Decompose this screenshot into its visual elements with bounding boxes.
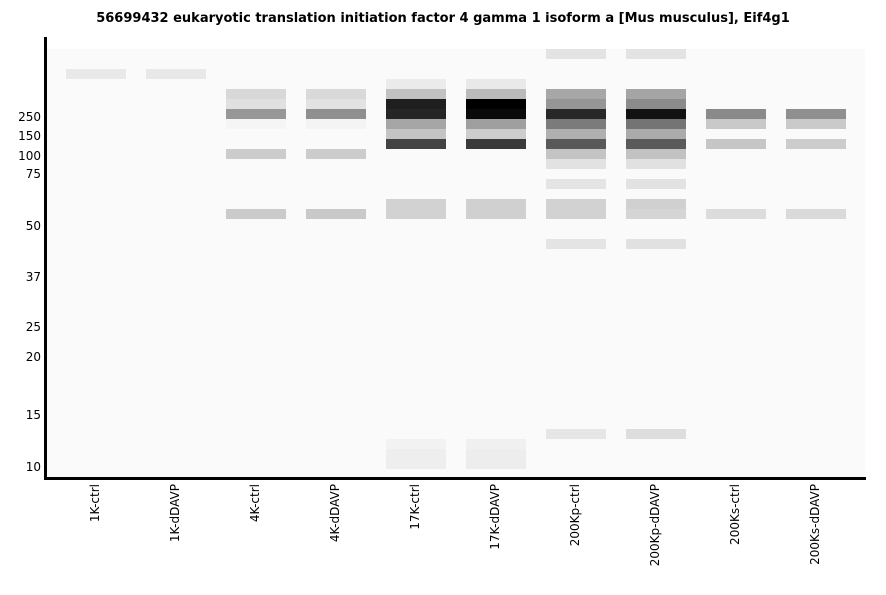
gel-band-200Ks-ctrl [706, 209, 766, 219]
x-lane-label-200Kp-ctrl: 200Kp-ctrl [568, 484, 582, 547]
x-lane-label-17K-ctrl: 17K-ctrl [408, 484, 422, 530]
gel-band-17K-ctrl [386, 449, 446, 469]
gel-band-200Ks-dDAVP [786, 209, 846, 219]
gel-band-200Ks-ctrl [706, 109, 766, 119]
gel-band-4K-dDAVP [306, 89, 366, 99]
gel-band-17K-ctrl [386, 109, 446, 119]
gel-band-200Ks-dDAVP [786, 119, 846, 129]
gel-band-200Ks-dDAVP [786, 109, 846, 119]
gel-band-200Kp-dDAVP [626, 139, 686, 149]
gel-band-200Kp-dDAVP [626, 49, 686, 59]
gel-band-200Kp-dDAVP [626, 209, 686, 219]
gel-band-17K-dDAVP [466, 129, 526, 139]
gel-band-4K-ctrl [226, 109, 286, 119]
gel-band-17K-ctrl [386, 89, 446, 99]
y-tick-label-100: 100 [18, 149, 41, 163]
gel-band-4K-dDAVP [306, 149, 366, 159]
gel-band-17K-dDAVP [466, 99, 526, 109]
gel-band-200Kp-dDAVP [626, 429, 686, 439]
gel-band-200Kp-ctrl [546, 139, 606, 149]
gel-band-200Ks-ctrl [706, 139, 766, 149]
gel-band-4K-dDAVP [306, 119, 366, 129]
gel-band-17K-dDAVP [466, 439, 526, 449]
x-lane-label-17K-dDAVP: 17K-dDAVP [488, 484, 502, 550]
gel-band-200Kp-dDAVP [626, 159, 686, 169]
gel-band-200Kp-dDAVP [626, 119, 686, 129]
gel-band-17K-ctrl [386, 139, 446, 149]
gel-band-200Kp-ctrl [546, 239, 606, 249]
gel-band-200Kp-dDAVP [626, 239, 686, 249]
y-axis-line [44, 37, 47, 480]
gel-band-4K-ctrl [226, 89, 286, 99]
y-tick-label-250: 250 [18, 110, 41, 124]
x-lane-label-200Ks-dDAVP: 200Ks-dDAVP [808, 484, 822, 565]
gel-band-4K-ctrl [226, 119, 286, 129]
gel-band-4K-dDAVP [306, 209, 366, 219]
x-lane-label-4K-ctrl: 4K-ctrl [248, 484, 262, 523]
y-tick-label-10: 10 [25, 460, 41, 474]
gel-band-200Ks-dDAVP [786, 139, 846, 149]
gel-band-17K-dDAVP [466, 139, 526, 149]
gel-band-200Kp-ctrl [546, 49, 606, 59]
x-lane-label-1K-dDAVP: 1K-dDAVP [168, 484, 182, 543]
gel-band-200Kp-ctrl [546, 99, 606, 109]
y-tick-label-37: 37 [25, 270, 41, 284]
gel-band-17K-ctrl [386, 199, 446, 219]
gel-band-1K-dDAVP [146, 69, 206, 79]
y-tick-label-150: 150 [18, 129, 41, 143]
gel-band-4K-ctrl [226, 209, 286, 219]
gel-band-200Kp-ctrl [546, 199, 606, 219]
x-lane-label-4K-dDAVP: 4K-dDAVP [328, 484, 342, 543]
x-lane-label-200Ks-ctrl: 200Ks-ctrl [728, 484, 742, 545]
x-axis-line [44, 477, 866, 480]
gel-band-17K-ctrl [386, 99, 446, 109]
x-lane-label-1K-ctrl: 1K-ctrl [88, 484, 102, 523]
gel-band-200Kp-dDAVP [626, 99, 686, 109]
gel-band-17K-dDAVP [466, 199, 526, 219]
gel-band-200Kp-dDAVP [626, 199, 686, 209]
gel-band-200Kp-ctrl [546, 89, 606, 99]
gel-band-200Kp-ctrl [546, 429, 606, 439]
gel-band-17K-dDAVP [466, 89, 526, 99]
gel-band-200Kp-dDAVP [626, 89, 686, 99]
gel-band-1K-ctrl [66, 69, 126, 79]
gel-band-200Ks-ctrl [706, 119, 766, 129]
gel-band-200Kp-ctrl [546, 149, 606, 159]
gel-band-4K-ctrl [226, 99, 286, 109]
gel-band-200Kp-dDAVP [626, 109, 686, 119]
gel-band-17K-ctrl [386, 119, 446, 129]
gel-band-200Kp-dDAVP [626, 129, 686, 139]
y-tick-label-20: 20 [25, 350, 41, 364]
gel-band-200Kp-dDAVP [626, 149, 686, 159]
gel-band-200Kp-ctrl [546, 129, 606, 139]
gel-band-200Kp-ctrl [546, 109, 606, 119]
x-lane-label-200Kp-dDAVP: 200Kp-dDAVP [648, 484, 662, 567]
gel-band-17K-ctrl [386, 129, 446, 139]
y-tick-label-75: 75 [25, 167, 41, 181]
gel-band-200Kp-ctrl [546, 179, 606, 189]
y-tick-label-15: 15 [25, 408, 41, 422]
gel-band-17K-dDAVP [466, 119, 526, 129]
gel-band-4K-dDAVP [306, 109, 366, 119]
gel-band-4K-ctrl [226, 149, 286, 159]
gel-band-17K-ctrl [386, 439, 446, 449]
gel-band-200Kp-ctrl [546, 119, 606, 129]
gel-band-17K-ctrl [386, 79, 446, 89]
gel-band-17K-dDAVP [466, 79, 526, 89]
chart-title: 56699432 eukaryotic translation initiati… [96, 11, 790, 26]
gel-band-17K-dDAVP [466, 449, 526, 469]
gel-band-4K-dDAVP [306, 99, 366, 109]
gel-band-200Kp-dDAVP [626, 179, 686, 189]
gel-band-17K-dDAVP [466, 109, 526, 119]
y-tick-label-25: 25 [25, 320, 41, 334]
y-tick-label-50: 50 [25, 219, 41, 233]
gel-band-200Kp-ctrl [546, 159, 606, 169]
